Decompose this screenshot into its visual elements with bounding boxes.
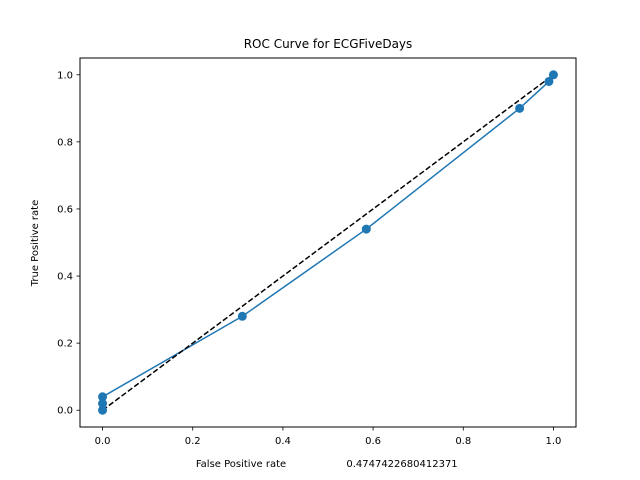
x-tick-label: 0.6 <box>365 436 381 447</box>
y-tick-label: 1.0 <box>57 70 73 81</box>
x-tick-label: 0.2 <box>185 436 201 447</box>
y-axis-label: True Positive rate <box>30 200 41 287</box>
roc-point <box>237 311 247 321</box>
x-axis-label: False Positive rate <box>196 459 286 470</box>
y-tick-label: 0.0 <box>57 406 73 417</box>
x-axis: 0.0 0.2 0.4 0.6 0.8 1.0 <box>95 427 562 447</box>
roc-point <box>361 224 371 234</box>
y-tick-label: 0.2 <box>57 339 73 350</box>
x-tick-label: 0.8 <box>455 436 471 447</box>
y-tick-label: 0.6 <box>57 204 73 215</box>
x-tick-label: 1.0 <box>546 436 562 447</box>
x-axis-label-value: 0.4747422680412371 <box>346 459 457 470</box>
plot-area <box>98 70 558 415</box>
y-tick-label: 0.4 <box>57 272 73 283</box>
diagonal-reference-line <box>102 74 554 411</box>
y-axis: 0.0 0.2 0.4 0.6 0.8 1.0 <box>57 70 80 417</box>
x-tick-label: 0.4 <box>275 436 291 447</box>
x-tick-label: 0.0 <box>95 436 111 447</box>
roc-point <box>515 103 525 113</box>
roc-point <box>98 392 108 402</box>
y-tick-label: 0.8 <box>57 137 73 148</box>
chart-title: ROC Curve for ECGFiveDays <box>244 37 413 51</box>
roc-point <box>548 70 558 80</box>
plot-frame <box>79 57 577 428</box>
roc-point <box>544 76 554 86</box>
